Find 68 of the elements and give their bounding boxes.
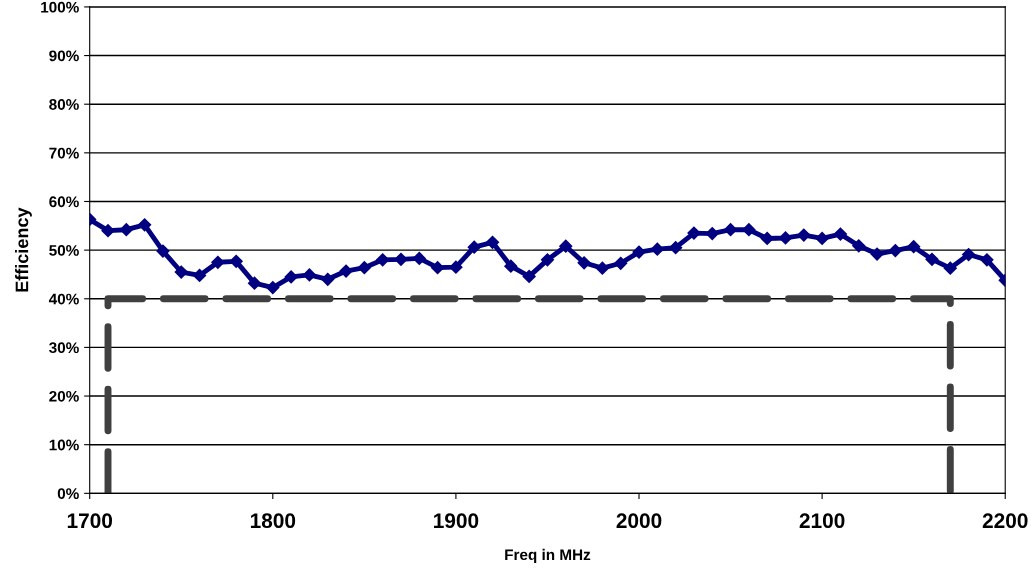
point [925,252,939,266]
point [156,244,170,258]
point [357,261,371,275]
point [138,218,152,232]
point [650,242,664,256]
x-tick-label: 1700 [67,513,113,529]
point [394,252,408,266]
point [723,223,738,237]
x-tick-label: 2100 [799,513,845,529]
point [119,223,133,237]
point [705,227,719,241]
x-tick-label: 1900 [434,513,479,529]
point [101,224,115,238]
y-tick-label: 30% [49,342,79,354]
point [778,231,793,245]
y-tick-label: 100% [41,1,79,13]
point [833,227,848,241]
y-tick-label: 40% [48,293,79,305]
point [431,261,445,275]
y-tick-label: 90% [49,50,79,62]
point [284,270,298,284]
point [192,268,207,283]
y-tick-label: 80% [49,99,79,110]
point [797,228,811,242]
point [888,244,902,258]
y-axis-title: Efficiency [15,207,32,292]
y-tick-label: 50% [49,245,79,256]
x-tick-label: 1800 [250,513,296,529]
point [247,276,262,290]
point [943,261,957,275]
point [559,239,573,253]
x-axis-title: Freq in MHz [505,548,591,564]
point [669,241,683,255]
point [760,231,774,246]
point [870,247,884,261]
point [174,265,188,279]
point [504,259,518,273]
y-tick-label: 70% [49,147,79,159]
point [540,253,555,267]
point [962,247,976,262]
point [376,253,390,267]
point [687,226,701,240]
x-tick-label: 2000 [616,513,662,529]
point [485,235,500,249]
point [632,245,646,259]
y-tick-label: 10% [49,439,79,451]
point [321,272,335,286]
point [907,240,921,254]
point [815,231,829,246]
point [302,268,317,282]
x-tick-label: 2200 [982,513,1028,529]
y-tick-label: 20% [49,390,79,402]
y-tick-label: 0% [57,488,79,500]
point [742,223,756,237]
point [852,239,866,253]
point [614,256,628,270]
point [449,260,463,274]
point [211,255,225,269]
y-tick-label: 60% [49,196,79,208]
point [229,254,243,268]
point [412,251,426,265]
point [522,269,536,283]
point [266,280,280,295]
point [595,261,609,275]
point [339,264,353,278]
point [980,253,994,267]
point [577,256,591,270]
point [467,240,481,254]
